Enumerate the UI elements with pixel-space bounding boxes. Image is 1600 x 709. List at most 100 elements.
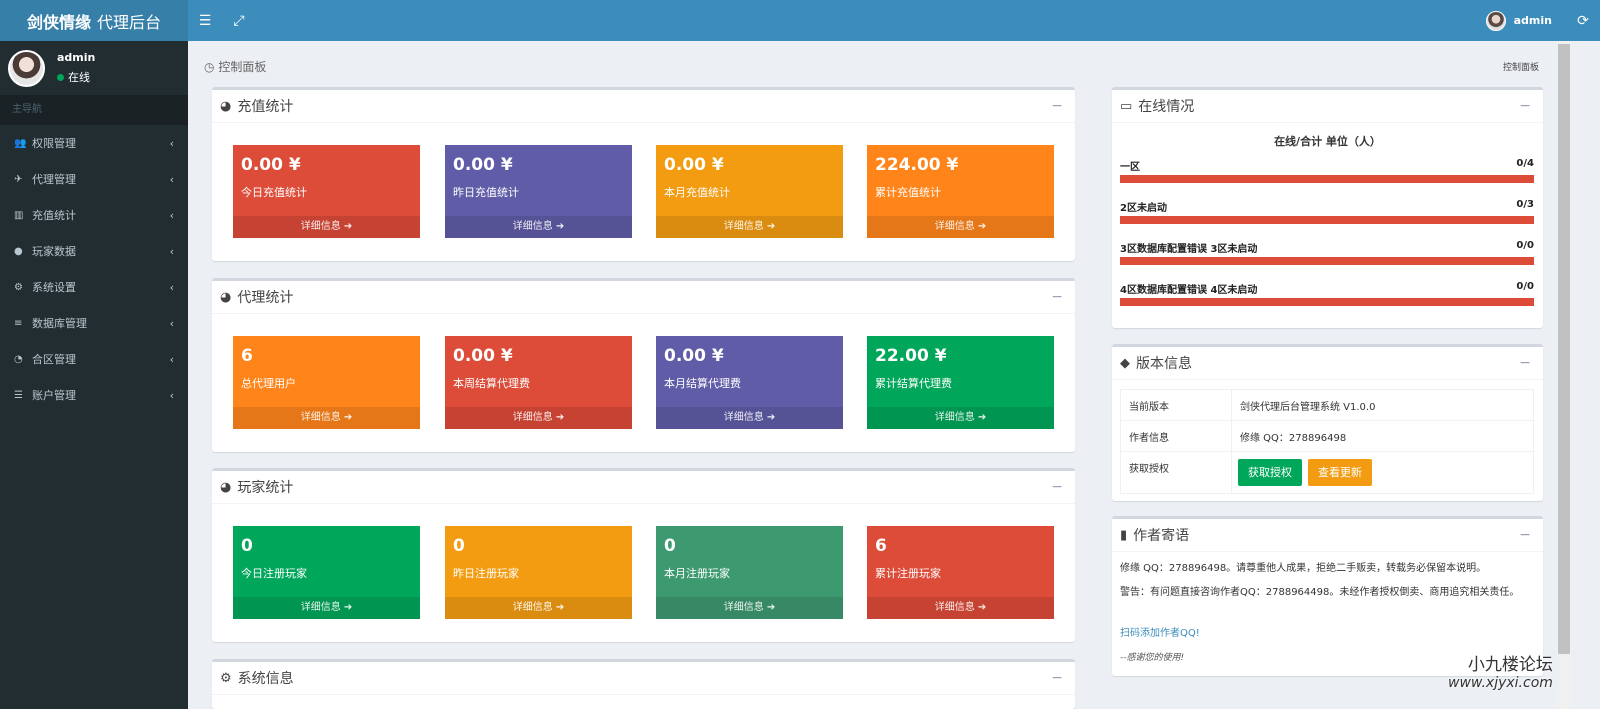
stat-more-link[interactable]: 详细信息 ➔ (867, 216, 1054, 238)
sidebar-item-database[interactable]: ≡ 数据库管理 ‹ (0, 305, 188, 341)
sidebar-item-players[interactable]: ● 玩家数据 ‹ (0, 233, 188, 269)
sidebar-item-label: 权限管理 (32, 137, 76, 150)
version-info-box: ◆ 版本信息 − 当前版本 剑侠代理后台管理系统 V1.0.0 作者信息 修缘 QQ：2… (1112, 344, 1543, 501)
stat-card-month-recharge: 0.00 ¥ 本月充值统计 详细信息 ➔ (656, 145, 843, 238)
arrow-circle-right-icon: ➔ (977, 221, 987, 232)
stat-label: 本月注册玩家 (664, 567, 730, 580)
box-title: 在线情况 (1138, 99, 1195, 115)
stat-label: 本月结算代理费 (664, 377, 741, 390)
sidebar-item-label: 玩家数据 (32, 245, 76, 258)
server-count: 0/3 (1516, 199, 1534, 210)
breadcrumb: ◷ 控制面板 (204, 58, 266, 75)
stat-value: 0 (453, 536, 465, 556)
stat-card-today-players: 0 今日注册玩家 详细信息 ➔ (233, 526, 420, 619)
arrow-circle-right-icon: ➔ (766, 221, 776, 232)
sidebar-username: admin (57, 51, 96, 64)
more-info-label: 详细信息 (512, 221, 553, 232)
stat-label: 累计注册玩家 (875, 567, 941, 580)
battery-icon: ▭ (1120, 98, 1133, 114)
chevron-left-icon: ‹ (169, 388, 174, 402)
version-table: 当前版本 剑侠代理后台管理系统 V1.0.0 作者信息 修缘 QQ：27889649… (1120, 389, 1534, 494)
status-dot-icon (57, 73, 64, 81)
collapse-icon[interactable]: − (1051, 98, 1063, 114)
arrow-circle-right-icon: ➔ (343, 412, 353, 423)
server-count: 0/0 (1516, 240, 1534, 251)
watermark-line-1: 小九楼论坛 (1467, 655, 1553, 675)
refresh-icon[interactable]: ⟳ (1577, 12, 1589, 29)
chevron-left-icon: ‹ (169, 136, 174, 150)
progress-bar (1120, 216, 1534, 224)
arrow-circle-right-icon: ➔ (766, 602, 776, 613)
database-icon: ≡ (14, 317, 23, 329)
collapse-icon[interactable]: − (1051, 479, 1063, 495)
collapse-icon[interactable]: − (1519, 527, 1531, 543)
stat-label: 总代理用户 (241, 377, 296, 390)
check-update-button[interactable]: 查看更新 (1308, 459, 1372, 486)
online-status: 在线 (57, 69, 95, 85)
stat-more-link[interactable]: 详细信息 ➔ (656, 597, 843, 619)
more-info-label: 详细信息 (300, 221, 341, 232)
stat-value: 6 (875, 536, 887, 556)
users-icon: 👥 (14, 137, 27, 149)
chevron-left-icon: ‹ (169, 352, 174, 366)
sidebar-item-recharge[interactable]: ▥ 充值统计 ‹ (0, 197, 188, 233)
pie-chart-icon: ◕ (220, 479, 232, 495)
watermark-line-2: www.xjyxi.com (1448, 675, 1553, 691)
user-icon: ● (14, 245, 23, 257)
stat-more-link[interactable]: 详细信息 ➔ (445, 407, 632, 429)
qq-qr-link[interactable]: 扫码添加作者QQ! (1120, 628, 1200, 639)
player-stats-box: ◕ 玩家统计 − 0 今日注册玩家 详细信息 ➔ 0 昨日注册玩家 详细信息 ➔ 0… (212, 468, 1075, 642)
bars-icon[interactable]: ☰ (198, 12, 212, 29)
list-icon: ☰ (14, 389, 23, 401)
header-username: admin (1513, 14, 1552, 27)
stat-label: 累计结算代理费 (875, 377, 952, 390)
stat-more-link[interactable]: 详细信息 ➔ (233, 407, 420, 429)
server-name: 一区 (1120, 162, 1140, 173)
sidebar-item-accounts[interactable]: ☰ 账户管理 ‹ (0, 377, 188, 413)
author-notes-box: ▮ 作者寄语 − 修缘 QQ：278896498。请尊重他人成果，拒绝二手贩卖，转载… (1112, 516, 1543, 676)
scrollbar-thumb[interactable] (1558, 44, 1570, 654)
sidebar-item-agents[interactable]: ✈ 代理管理 ‹ (0, 161, 188, 197)
expand-icon[interactable]: ⤢ (233, 12, 245, 29)
app-logo[interactable]: 剑侠情缘 代理后台 (0, 0, 188, 41)
server-count: 0/0 (1516, 281, 1534, 292)
box-title: 版本信息 (1136, 356, 1192, 372)
stat-more-link[interactable]: 详细信息 ➔ (867, 597, 1054, 619)
stat-more-link[interactable]: 详细信息 ➔ (656, 407, 843, 429)
stat-card-yesterday-recharge: 0.00 ¥ 昨日充值统计 详细信息 ➔ (445, 145, 632, 238)
agent-stats-box: ◕ 代理统计 − 6 总代理用户 详细信息 ➔ 0.00 ¥ 本周结算代理费 详细信… (212, 278, 1075, 452)
bookmark-icon: ▮ (1120, 527, 1128, 543)
stat-more-link[interactable]: 详细信息 ➔ (867, 407, 1054, 429)
license-key: 获取授权 (1120, 451, 1232, 494)
pie-chart-icon: ◔ (14, 353, 23, 365)
box-title: 玩家统计 (237, 480, 294, 496)
collapse-icon[interactable]: − (1519, 98, 1531, 114)
pie-chart-icon: ◕ (220, 98, 232, 114)
collapse-icon[interactable]: − (1519, 355, 1531, 371)
sidebar-item-label: 合区管理 (32, 353, 76, 366)
stat-label: 累计充值统计 (875, 186, 941, 199)
stat-card-yesterday-players: 0 昨日注册玩家 详细信息 ➔ (445, 526, 632, 619)
stat-card-total-recharge: 224.00 ¥ 累计充值统计 详细信息 ➔ (867, 145, 1054, 238)
stat-more-link[interactable]: 详细信息 ➔ (233, 216, 420, 238)
sidebar-item-permissions[interactable]: 👥 权限管理 ‹ (0, 125, 188, 161)
more-info-label: 详细信息 (934, 602, 975, 613)
stat-more-link[interactable]: 详细信息 ➔ (656, 216, 843, 238)
status-label: 在线 (68, 71, 90, 84)
stat-more-link[interactable]: 详细信息 ➔ (233, 597, 420, 619)
header-user-menu[interactable]: admin (1485, 0, 1566, 41)
stat-more-link[interactable]: 详细信息 ➔ (445, 216, 632, 238)
stat-label: 本月充值统计 (664, 186, 730, 199)
sidebar-item-merge[interactable]: ◔ 合区管理 ‹ (0, 341, 188, 377)
author-key: 作者信息 (1120, 420, 1232, 452)
get-license-button[interactable]: 获取授权 (1238, 459, 1302, 486)
sidebar-item-settings[interactable]: ⚙ 系统设置 ‹ (0, 269, 188, 305)
breadcrumb-link[interactable]: 控制面板 (1503, 63, 1540, 73)
gear-icon: ⚙ (220, 670, 232, 686)
online-subtitle: 在线/合计 单位（人） (1274, 135, 1381, 148)
box-header: ◆ 版本信息 − (1112, 347, 1543, 380)
stat-card-month-agent-fee: 0.00 ¥ 本月结算代理费 详细信息 ➔ (656, 336, 843, 429)
collapse-icon[interactable]: − (1051, 670, 1063, 686)
collapse-icon[interactable]: − (1051, 289, 1063, 305)
stat-more-link[interactable]: 详细信息 ➔ (445, 597, 632, 619)
